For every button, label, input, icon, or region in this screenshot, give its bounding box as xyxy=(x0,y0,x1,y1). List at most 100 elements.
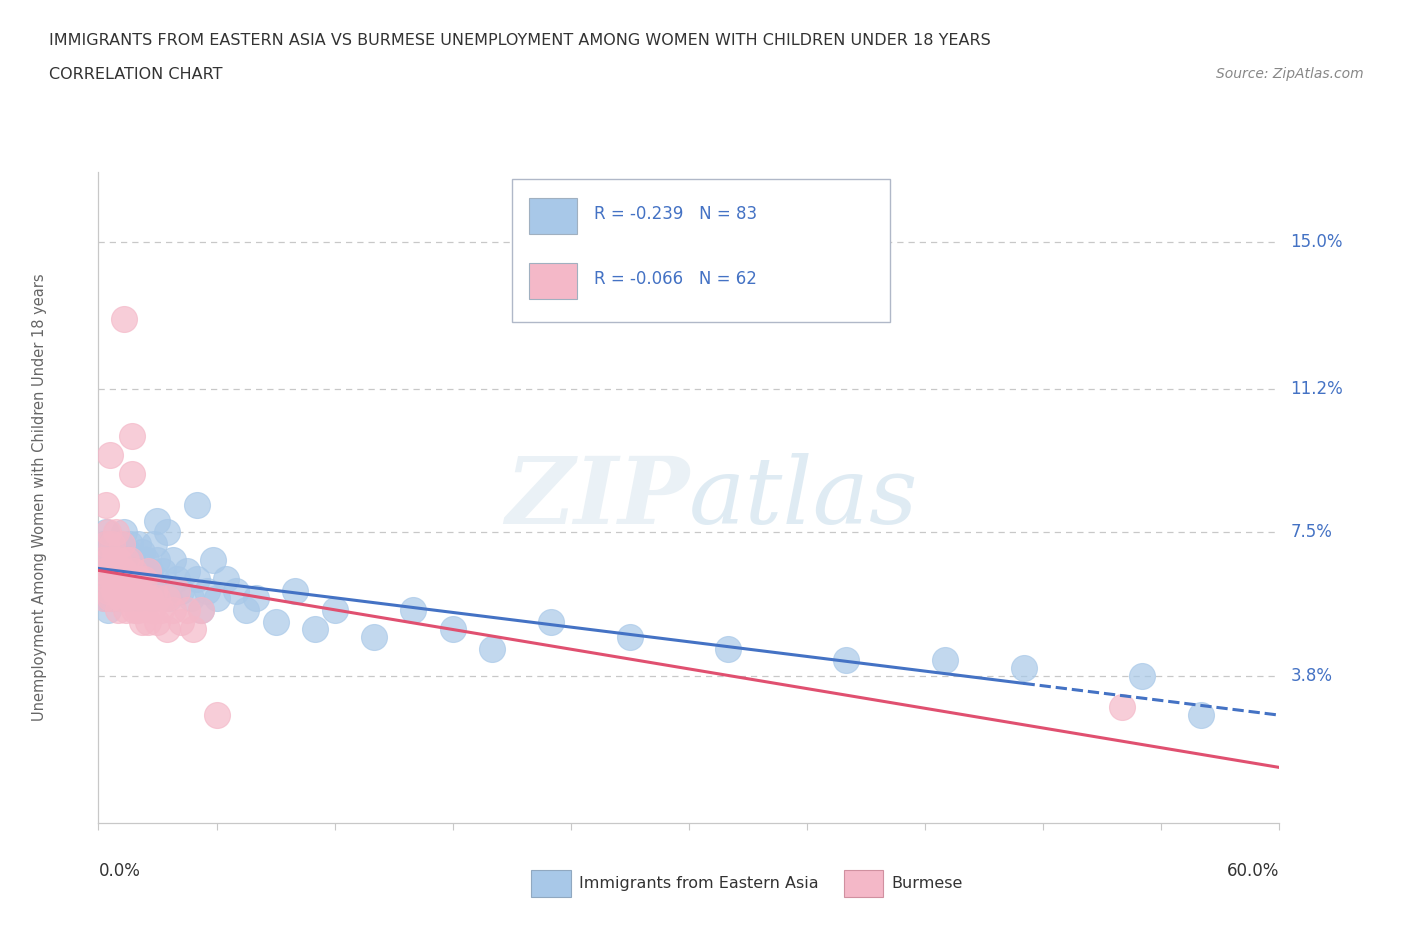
Point xyxy=(122,603,145,618)
Point xyxy=(166,571,188,587)
Point xyxy=(118,552,141,567)
Point xyxy=(152,564,174,578)
Point xyxy=(138,564,160,578)
Point xyxy=(96,525,118,540)
Point xyxy=(176,564,198,578)
Text: ZIP: ZIP xyxy=(505,453,689,542)
Point xyxy=(93,576,115,591)
Point xyxy=(103,552,125,567)
Point xyxy=(156,591,179,605)
Point xyxy=(112,576,135,591)
Point xyxy=(101,544,124,559)
Point xyxy=(112,564,135,578)
Bar xyxy=(530,198,576,234)
Point xyxy=(141,603,163,618)
Point xyxy=(162,552,184,567)
Point xyxy=(105,571,128,587)
Point xyxy=(97,552,120,567)
Text: 60.0%: 60.0% xyxy=(1227,862,1279,880)
Point xyxy=(117,591,139,605)
Point xyxy=(157,591,180,605)
Point xyxy=(131,591,153,605)
Point xyxy=(101,564,124,578)
Point xyxy=(122,564,145,578)
Point xyxy=(235,603,257,618)
Point xyxy=(101,571,124,587)
Point xyxy=(112,525,135,540)
Point xyxy=(101,591,124,605)
Point xyxy=(128,564,150,578)
Text: Burmese: Burmese xyxy=(891,876,963,891)
Point xyxy=(96,498,118,512)
Point xyxy=(111,583,134,598)
Point xyxy=(176,603,198,618)
Point xyxy=(150,583,173,598)
Point xyxy=(162,603,184,618)
Point xyxy=(96,571,118,587)
Point xyxy=(1012,660,1035,675)
Point xyxy=(111,552,134,567)
Point xyxy=(97,571,120,587)
Text: R = -0.239   N = 83: R = -0.239 N = 83 xyxy=(595,206,758,223)
Point xyxy=(205,707,228,722)
Point xyxy=(1111,699,1133,714)
Point xyxy=(138,591,160,605)
Point xyxy=(1130,669,1153,684)
Point xyxy=(132,571,155,587)
Point xyxy=(225,583,247,598)
Point xyxy=(190,603,212,618)
Text: CORRELATION CHART: CORRELATION CHART xyxy=(49,67,222,82)
Point xyxy=(205,591,228,605)
Text: Unemployment Among Women with Children Under 18 years: Unemployment Among Women with Children U… xyxy=(32,273,46,722)
Text: atlas: atlas xyxy=(689,453,918,542)
Point xyxy=(115,552,138,567)
Point xyxy=(141,591,163,605)
Text: R = -0.066   N = 62: R = -0.066 N = 62 xyxy=(595,271,758,288)
FancyBboxPatch shape xyxy=(512,179,890,322)
Point xyxy=(107,603,129,618)
Point xyxy=(131,614,153,629)
Point xyxy=(107,591,129,605)
Point xyxy=(180,591,202,605)
Point xyxy=(181,622,204,637)
Text: IMMIGRANTS FROM EASTERN ASIA VS BURMESE UNEMPLOYMENT AMONG WOMEN WITH CHILDREN U: IMMIGRANTS FROM EASTERN ASIA VS BURMESE … xyxy=(49,33,991,47)
Point xyxy=(245,591,267,605)
Text: 15.0%: 15.0% xyxy=(1291,232,1343,251)
Point xyxy=(97,603,120,618)
Point xyxy=(166,583,188,598)
Point xyxy=(105,583,128,598)
Point xyxy=(93,591,115,605)
Point xyxy=(135,552,157,567)
Point xyxy=(150,603,173,618)
Point xyxy=(91,552,114,567)
Point xyxy=(103,552,125,567)
Text: 7.5%: 7.5% xyxy=(1291,524,1333,541)
Point xyxy=(97,544,120,559)
Point xyxy=(156,525,179,540)
Point xyxy=(135,591,157,605)
Point xyxy=(115,564,138,578)
Text: 11.2%: 11.2% xyxy=(1291,380,1343,398)
Point xyxy=(304,622,326,637)
Point xyxy=(118,571,141,587)
Point xyxy=(118,537,141,551)
Point xyxy=(93,564,115,578)
Point xyxy=(93,591,115,605)
Point xyxy=(117,591,139,605)
Point xyxy=(363,630,385,644)
Point xyxy=(132,571,155,587)
Point xyxy=(108,564,131,578)
Point xyxy=(136,614,159,629)
Point xyxy=(108,564,131,578)
Point xyxy=(201,552,224,567)
Point xyxy=(96,583,118,598)
Point xyxy=(121,467,143,482)
Point xyxy=(97,583,120,598)
Point xyxy=(186,571,208,587)
Point xyxy=(835,653,858,668)
Text: Immigrants from Eastern Asia: Immigrants from Eastern Asia xyxy=(579,876,818,891)
Point xyxy=(619,630,641,644)
Point xyxy=(1189,707,1212,722)
Point xyxy=(481,642,503,657)
Point xyxy=(103,583,125,598)
